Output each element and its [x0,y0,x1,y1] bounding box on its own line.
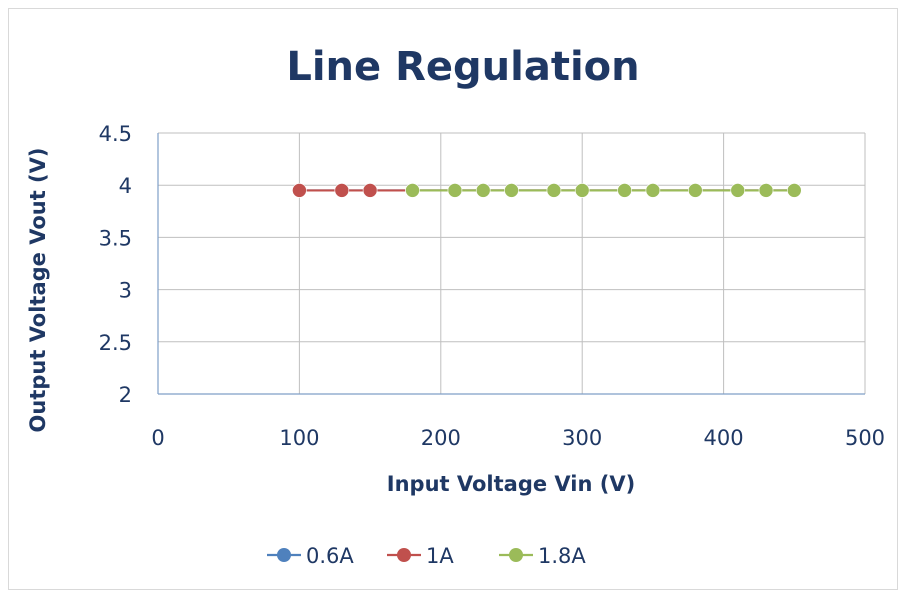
series-layer [292,183,802,198]
data-point [334,183,350,198]
data-point [574,183,590,198]
x-tick-label: 100 [279,426,319,450]
data-point [292,183,307,198]
legend-item-0.6A: 0.6A [267,544,354,568]
legend-marker [397,548,411,562]
data-point [617,183,632,198]
chart-title: Line Regulation [286,44,639,90]
data-point [546,183,562,198]
y-tick-label: 4.5 [99,122,132,146]
x-tick-label: 0 [151,426,164,450]
x-axis-title: Input Voltage Vin (V) [387,472,635,496]
series-1.8A [405,183,802,198]
legend-item-1.8A: 1.8A [499,544,586,568]
x-tick-label: 300 [562,426,602,450]
data-point [786,183,802,198]
gridlines [158,132,866,394]
legend: 0.6A 1A 1.8A [267,544,586,568]
data-point [688,183,703,198]
axes: 0 100 200 300 400 500 2 2.5 3 3.5 4 4.5 [99,122,885,450]
y-tick-label: 2 [119,383,132,407]
y-tick-label: 4 [119,174,132,198]
y-axis-title: Output Voltage Vout (V) [26,148,50,433]
data-point [447,183,463,198]
x-tick-label: 200 [421,426,461,450]
legend-marker [277,548,291,562]
data-point [758,183,774,198]
legend-label: 1.8A [538,544,586,568]
data-point [504,183,519,198]
legend-marker [509,548,523,562]
data-point [362,183,378,198]
x-tick-label: 500 [845,426,885,450]
x-tick-label: 400 [704,426,744,450]
y-tick-label: 3 [119,279,132,303]
data-point [645,183,661,198]
y-tick-label: 3.5 [99,226,132,250]
legend-label: 1A [426,544,454,568]
data-point [730,183,746,198]
legend-item-1A: 1A [387,544,454,568]
legend-label: 0.6A [306,544,354,568]
data-point [405,183,420,198]
y-tick-label: 2.5 [99,331,132,355]
data-point [475,183,491,198]
chart-frame [8,8,898,590]
